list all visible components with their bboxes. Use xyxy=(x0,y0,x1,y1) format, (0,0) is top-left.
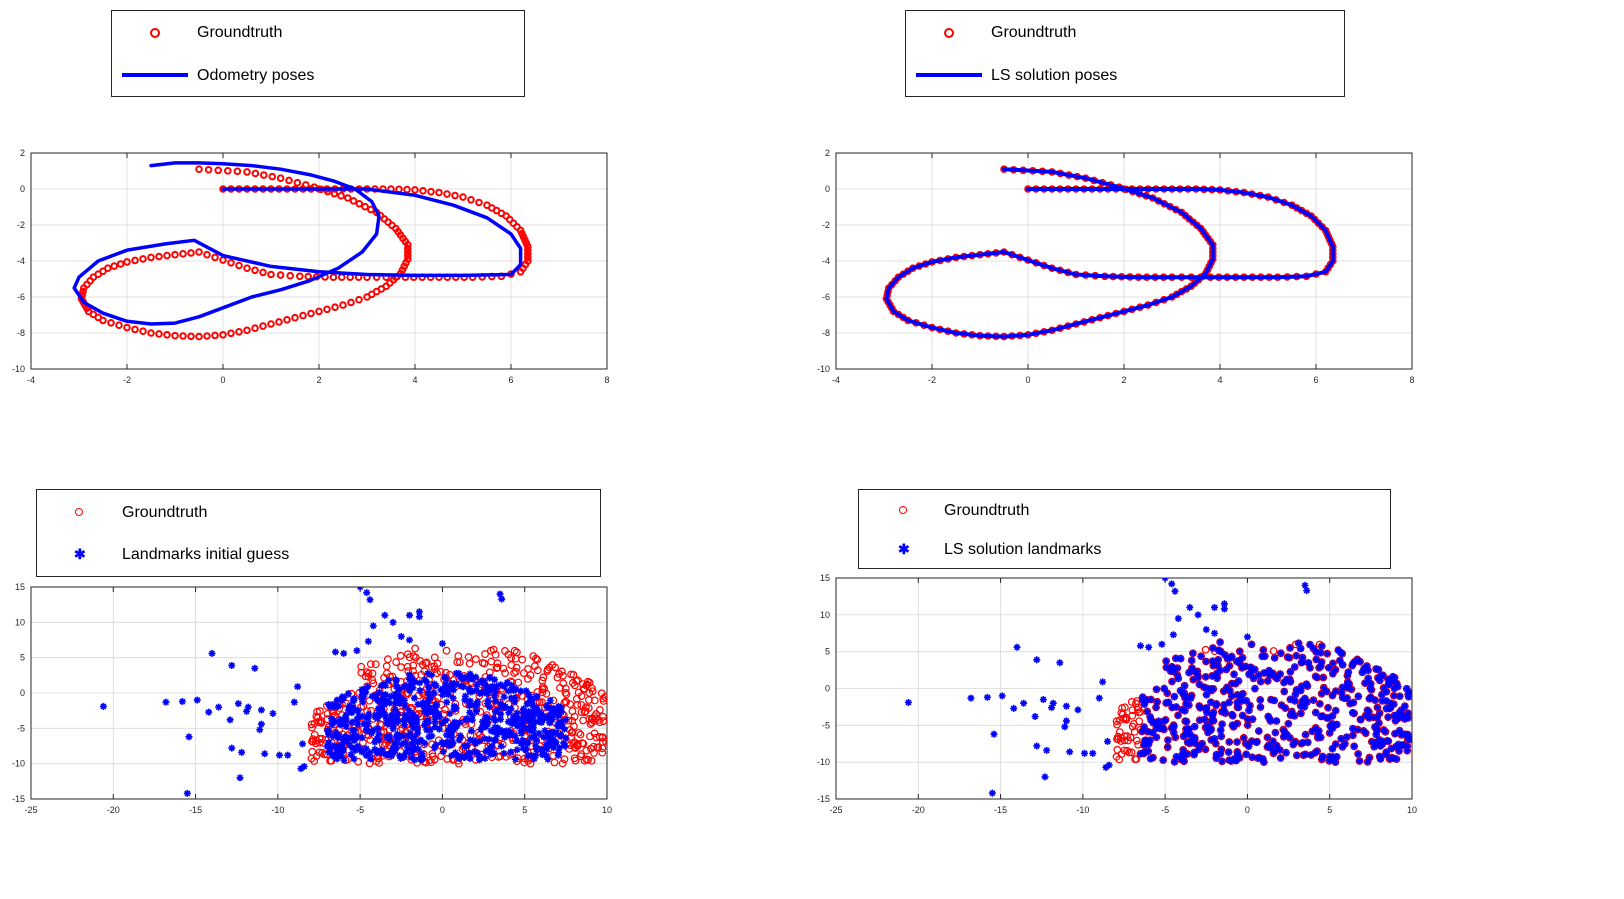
y-tick-label: -10 xyxy=(817,757,830,767)
x-tick-label: -20 xyxy=(107,805,120,815)
x-tick-label: 10 xyxy=(1407,805,1417,815)
y-tick-label: -15 xyxy=(12,794,25,804)
groundtruth-marker-icon xyxy=(75,508,83,516)
y-tick-label: -10 xyxy=(12,759,25,769)
legend-label-groundtruth: Groundtruth xyxy=(122,504,208,521)
y-tick-label: 2 xyxy=(825,148,830,158)
y-tick-label: -8 xyxy=(822,328,830,338)
y-tick-label: -10 xyxy=(817,364,830,374)
y-tick-label: 0 xyxy=(20,688,25,698)
star-marker-icon: ✱ xyxy=(898,541,910,557)
legend-odometry: Groundtruth Odometry poses xyxy=(111,10,525,97)
legend-label-ls-poses: LS solution poses xyxy=(991,67,1118,84)
x-tick-label: -25 xyxy=(829,805,842,815)
axes-ls-landmarks: -25 -20 -15 -10 -5 0 5 10 -15 -10 -5 0 5 10 15 xyxy=(817,573,1417,815)
y-tick-label: -15 xyxy=(817,794,830,804)
x-tick-label: -5 xyxy=(1161,805,1169,815)
x-tick-label: 0 xyxy=(1025,375,1030,385)
groundtruth-marker-icon xyxy=(150,28,160,38)
y-tick-label: -5 xyxy=(17,723,25,733)
x-tick-label: 0 xyxy=(440,805,445,815)
y-tick-label: 0 xyxy=(20,184,25,194)
legend-label-ls-landmarks: LS solution landmarks xyxy=(944,541,1102,558)
x-tick-label: 8 xyxy=(604,375,609,385)
y-tick-label: -2 xyxy=(17,220,25,230)
y-tick-label: 0 xyxy=(825,184,830,194)
x-tick-label: -10 xyxy=(271,805,284,815)
line-marker-icon xyxy=(916,73,982,77)
axes-landmarks-initial: -25 -20 -15 -10 -5 0 5 10 -15 -10 -5 0 5 10 15 xyxy=(12,582,612,815)
x-tick-label: 4 xyxy=(1217,375,1222,385)
y-tick-label: 15 xyxy=(15,582,25,592)
x-tick-label: 2 xyxy=(316,375,321,385)
x-tick-label: -10 xyxy=(1076,805,1089,815)
legend-ls-landmarks: Groundtruth ✱ LS solution landmarks xyxy=(858,489,1391,569)
y-tick-label: -2 xyxy=(822,220,830,230)
line-marker-icon xyxy=(122,73,188,77)
x-tick-label: 8 xyxy=(1409,375,1414,385)
y-tick-label: 15 xyxy=(820,573,830,583)
legend-label-odometry: Odometry poses xyxy=(197,67,315,84)
x-tick-label: -2 xyxy=(928,375,936,385)
x-tick-label: 5 xyxy=(1327,805,1332,815)
x-tick-label: 0 xyxy=(220,375,225,385)
y-tick-label: -8 xyxy=(17,328,25,338)
legend-label-groundtruth: Groundtruth xyxy=(197,24,283,41)
x-tick-label: 6 xyxy=(508,375,513,385)
x-tick-label: -4 xyxy=(27,375,35,385)
x-tick-label: 2 xyxy=(1121,375,1126,385)
y-tick-label: -5 xyxy=(822,720,830,730)
y-tick-label: -6 xyxy=(822,292,830,302)
x-tick-label: -15 xyxy=(994,805,1007,815)
legend-label-groundtruth: Groundtruth xyxy=(944,502,1030,519)
y-tick-label: -4 xyxy=(17,256,25,266)
y-tick-label: 5 xyxy=(20,653,25,663)
x-tick-label: -2 xyxy=(123,375,131,385)
axes-odometry: -4 -2 0 2 4 6 8 -10 -8 -6 -4 -2 0 2 xyxy=(12,148,610,385)
groundtruth-marker-icon xyxy=(944,28,954,38)
x-tick-label: -15 xyxy=(189,805,202,815)
y-tick-label: 0 xyxy=(825,684,830,694)
x-tick-label: 10 xyxy=(602,805,612,815)
legend-landmarks-initial: Groundtruth ✱ Landmarks initial guess xyxy=(36,489,601,577)
groundtruth-marker-icon xyxy=(899,506,907,514)
y-tick-label: 5 xyxy=(825,647,830,657)
y-tick-label: -10 xyxy=(12,364,25,374)
legend-label-groundtruth: Groundtruth xyxy=(991,24,1077,41)
axes-ls-poses: -4 -2 0 2 4 6 8 -10 -8 -6 -4 -2 0 2 xyxy=(817,148,1415,385)
x-tick-label: 4 xyxy=(412,375,417,385)
y-tick-label: 10 xyxy=(15,617,25,627)
y-tick-label: -6 xyxy=(17,292,25,302)
y-tick-label: 2 xyxy=(20,148,25,158)
y-tick-label: 10 xyxy=(820,610,830,620)
x-tick-label: 5 xyxy=(522,805,527,815)
legend-label-initial-guess: Landmarks initial guess xyxy=(122,546,290,563)
x-tick-label: -4 xyxy=(832,375,840,385)
legend-ls-poses: Groundtruth LS solution poses xyxy=(905,10,1345,97)
y-tick-label: -4 xyxy=(822,256,830,266)
star-marker-icon: ✱ xyxy=(74,546,86,562)
x-tick-label: 6 xyxy=(1313,375,1318,385)
x-tick-label: -25 xyxy=(24,805,37,815)
x-tick-label: -20 xyxy=(912,805,925,815)
x-tick-label: 0 xyxy=(1245,805,1250,815)
x-tick-label: -5 xyxy=(356,805,364,815)
